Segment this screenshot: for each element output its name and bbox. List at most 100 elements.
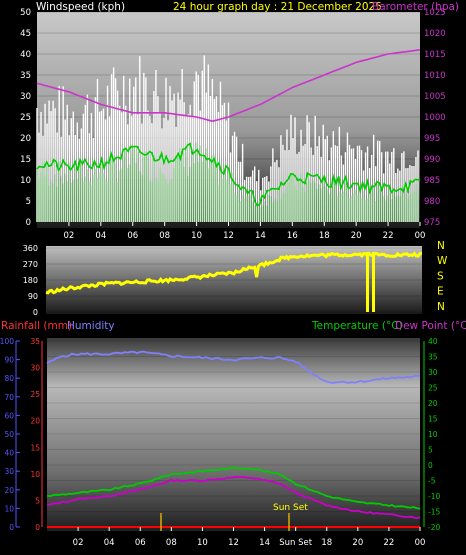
y-tick-label: 30 [20, 92, 31, 102]
temperature-tick-label: 40 [428, 337, 438, 346]
y-tick-label: 975 [424, 218, 440, 228]
dewpoint-line [46, 475, 421, 520]
x-tick-label: 20 [351, 231, 362, 241]
y-tick-label: 980 [424, 197, 440, 207]
chart-title: 24 hour graph day : 21 December 2025 [173, 1, 382, 13]
temperature-tick-label: 25 [428, 384, 438, 393]
temperature-line [46, 466, 421, 510]
rainfall-tick-label: 25 [30, 390, 40, 399]
humidity-tick-label: 60 [4, 411, 14, 420]
humidity-tick-label: 80 [4, 374, 14, 383]
temperature-panel-background [47, 338, 420, 531]
rainfall-tick-label: 30 [30, 364, 40, 373]
x-tick-label: 12 [223, 231, 234, 241]
y-tick-label: 50 [20, 8, 31, 18]
temperature-tick-label: -10 [428, 492, 440, 501]
x-tick-label: 02 [73, 538, 84, 548]
rainfall-tick-label: 0 [35, 523, 40, 532]
direction-label: W [437, 255, 448, 267]
y-tick-label: 90 [28, 292, 38, 301]
y-tick-label: 35 [20, 71, 31, 81]
y-tick-label: 1020 [424, 29, 446, 39]
temperature-title: Temperature (°C) [311, 320, 403, 332]
humidity-tick-label: 0 [9, 523, 14, 532]
x-tick-label: Sun Set [279, 538, 312, 548]
direction-label: N [437, 240, 445, 252]
x-tick-label: 00 [415, 231, 426, 241]
y-tick-label: 1025 [424, 8, 446, 18]
y-tick-label: 1000 [424, 113, 446, 123]
humidity-tick-label: 70 [4, 393, 14, 402]
x-tick-label: 22 [383, 231, 394, 241]
wind-direction-line [45, 251, 423, 295]
x-tick-label: 10 [197, 538, 208, 548]
sunset-label: Sun Set [273, 503, 308, 513]
humidity-tick-label: 50 [4, 430, 14, 439]
y-tick-label: 15 [20, 155, 31, 165]
direction-label: N [437, 301, 445, 313]
temperature-tick-label: -5 [428, 477, 436, 486]
humidity-tick-label: 20 [4, 486, 14, 495]
humidity-tick-label: 10 [4, 504, 14, 513]
temperature-tick-label: 15 [428, 415, 438, 424]
y-tick-label: 1010 [424, 71, 446, 81]
humidity-title: Humidity [67, 320, 115, 332]
y-tick-label: 995 [424, 134, 440, 144]
x-tick-label: 02 [64, 231, 75, 241]
rainfall-tick-label: 5 [35, 496, 40, 505]
x-tick-label: 00 [415, 538, 426, 548]
direction-spike [366, 252, 369, 312]
x-tick-label: 16 [287, 231, 298, 241]
x-tick-label: 10 [191, 231, 202, 241]
dewpoint-title: Dew Point (°C) [395, 320, 466, 332]
rainfall-tick-label: 10 [30, 470, 40, 479]
temperature-tick-label: 20 [428, 399, 438, 408]
humidity-tick-label: 90 [4, 356, 14, 365]
windspeed-line [36, 142, 421, 207]
y-tick-label: 990 [424, 155, 440, 165]
y-tick-label: 25 [20, 113, 31, 123]
x-tick-label: 20 [352, 538, 363, 548]
humidity-tick-label: 100 [0, 337, 14, 346]
temperature-tick-label: 5 [428, 446, 433, 455]
temperature-tick-label: 0 [428, 461, 433, 470]
x-tick-label: 18 [319, 231, 330, 241]
rainfall-tick-label: 35 [30, 337, 40, 346]
x-tick-label: 06 [127, 231, 138, 241]
rainfall-title: Rainfall (mm) [1, 320, 72, 332]
x-tick-label: 18 [321, 538, 332, 548]
direction-spike [372, 252, 375, 312]
y-tick-label: 20 [20, 134, 31, 144]
y-tick-label: 985 [424, 176, 440, 186]
direction-label: E [437, 286, 444, 298]
temperature-tick-label: -15 [428, 508, 440, 517]
x-tick-label: 06 [135, 538, 146, 548]
y-tick-label: 180 [23, 276, 38, 285]
direction-panel-background [46, 246, 422, 314]
x-tick-label: 12 [228, 538, 239, 548]
rainfall-tick-label: 15 [30, 443, 40, 452]
direction-label: S [437, 270, 444, 282]
x-tick-label: 04 [104, 538, 115, 548]
y-tick-label: 5 [26, 197, 31, 207]
y-tick-label: 45 [20, 29, 31, 39]
temperature-tick-label: 30 [428, 368, 438, 377]
x-tick-label: 22 [384, 538, 395, 548]
x-tick-label: 08 [166, 538, 177, 548]
x-tick-label: 14 [259, 538, 270, 548]
humidity-line [46, 350, 420, 384]
x-tick-label: 14 [255, 231, 266, 241]
temperature-tick-label: 10 [428, 430, 438, 439]
temperature-tick-label: -20 [428, 523, 440, 532]
y-tick-label: 360 [23, 244, 38, 253]
temperature-panel: Sun Set 01020304050607080901000510152025… [0, 337, 440, 548]
y-tick-label: 10 [20, 176, 31, 186]
humidity-tick-label: 30 [4, 467, 14, 476]
humidity-tick-label: 40 [4, 449, 14, 458]
y-tick-label: 1015 [424, 50, 446, 60]
y-tick-label: 1005 [424, 92, 446, 102]
barometer-line [36, 49, 421, 123]
